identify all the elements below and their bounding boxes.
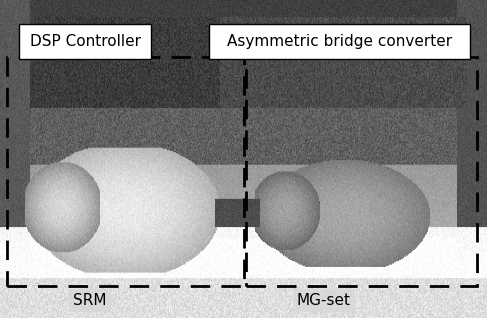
Text: SRM: SRM: [74, 293, 107, 308]
Bar: [246, 57, 477, 286]
Text: Asymmetric bridge converter: Asymmetric bridge converter: [227, 34, 452, 49]
Bar: [7, 57, 244, 286]
Text: MG-set: MG-set: [297, 293, 351, 308]
FancyBboxPatch shape: [209, 24, 470, 59]
Text: DSP Controller: DSP Controller: [30, 34, 141, 49]
FancyBboxPatch shape: [19, 24, 151, 59]
